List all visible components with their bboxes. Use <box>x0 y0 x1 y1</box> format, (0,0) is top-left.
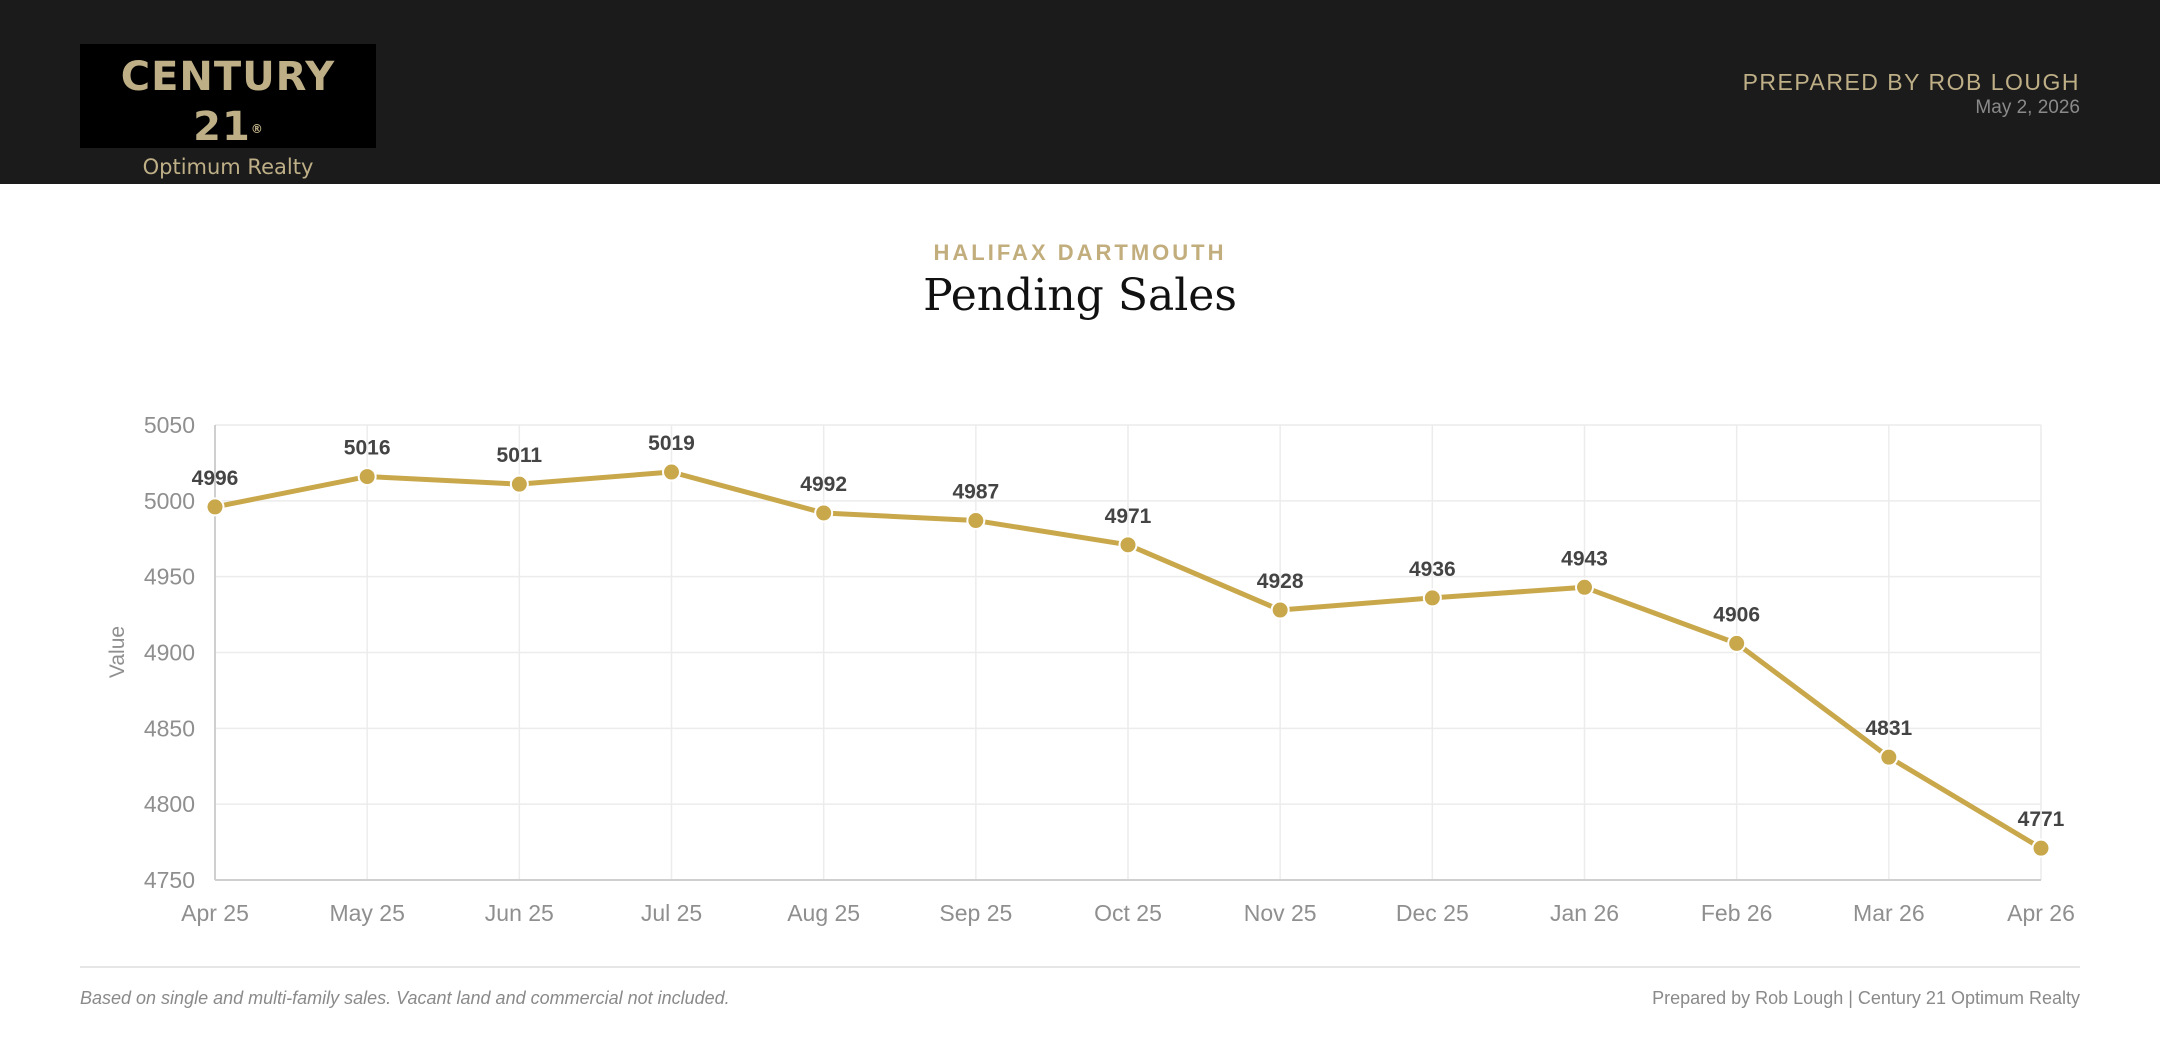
data-point <box>1270 600 1290 620</box>
logo-wordmark: CENTURY 21® <box>120 54 336 150</box>
data-point <box>814 503 834 523</box>
footer-credit: Prepared by Rob Lough | Century 21 Optim… <box>1652 988 2080 1008</box>
data-labels: 4996 5016 5011 5019 4992 4987 4971 4928 4936 4943… <box>192 432 2065 831</box>
data-label: 4928 <box>1257 570 1304 593</box>
y-tick-label: 4950 <box>144 564 195 590</box>
data-label: 5016 <box>344 437 391 460</box>
century21-logo: CENTURY 21® Optimum Realty <box>80 44 376 179</box>
data-label: 4971 <box>1105 505 1152 528</box>
y-tick-label: 4750 <box>144 867 195 893</box>
y-tick-label: 4800 <box>144 791 195 817</box>
x-tick-label: Jun 25 <box>485 900 554 926</box>
data-label: 4936 <box>1409 558 1456 581</box>
data-point <box>2031 838 2051 858</box>
data-point <box>1727 633 1747 653</box>
data-label: 4992 <box>800 473 847 496</box>
x-tick-label: Mar 26 <box>1853 900 1925 926</box>
data-point <box>1575 577 1594 597</box>
data-label: 4987 <box>952 481 999 504</box>
data-label: 5019 <box>648 432 695 455</box>
data-point <box>1118 535 1138 555</box>
footer-divider <box>80 966 2080 968</box>
data-points <box>205 462 2051 858</box>
data-point <box>1879 747 1899 767</box>
x-tick-label: Dec 25 <box>1396 900 1469 926</box>
x-tick-labels: Apr 25 May 25 Jun 25 Jul 25 Aug 25 Sep 25 Oct … <box>181 900 2075 926</box>
data-label: 4943 <box>1561 547 1608 570</box>
x-tick-label: Apr 25 <box>181 900 249 926</box>
x-tick-label: Jul 25 <box>641 900 702 926</box>
registered-mark: ® <box>250 122 263 136</box>
report-header: CENTURY 21® Optimum Realty PREPARED BY R… <box>0 0 2160 184</box>
y-tick-label: 4900 <box>144 640 195 666</box>
y-axis-label: Value <box>106 626 129 678</box>
y-tick-label: 5000 <box>144 488 195 514</box>
x-tick-label: May 25 <box>329 900 404 926</box>
data-label: 4831 <box>1865 717 1912 740</box>
x-tick-label: Sep 25 <box>939 900 1012 926</box>
data-point <box>509 474 529 494</box>
x-tick-label: Feb 26 <box>1701 900 1773 926</box>
x-tick-label: Jan 26 <box>1550 900 1619 926</box>
prepared-block: PREPARED BY ROB LOUGH May 2, 2026 <box>1743 68 2080 120</box>
y-tick-labels: 4750 4800 4850 4900 4950 5000 5050 <box>144 412 195 893</box>
data-point <box>1422 588 1442 608</box>
y-tick-label: 4850 <box>144 715 195 741</box>
x-tick-label: Aug 25 <box>787 900 860 926</box>
data-point <box>662 462 681 482</box>
footnote: Based on single and multi-family sales. … <box>80 988 730 1008</box>
x-tick-label: Apr 26 <box>2007 900 2075 926</box>
page-title: Pending Sales <box>923 270 1237 321</box>
y-tick-label: 5050 <box>144 412 195 438</box>
data-label: 4771 <box>2018 808 2065 831</box>
region-label: HALIFAX DARTMOUTH <box>933 240 1227 265</box>
data-label: 5011 <box>497 444 543 467</box>
data-label: 4906 <box>1713 603 1760 626</box>
data-label: 4996 <box>192 467 239 490</box>
logo-subtitle: Optimum Realty <box>142 155 314 179</box>
data-point <box>205 497 225 517</box>
x-tick-label: Oct 25 <box>1094 900 1162 926</box>
pending-sales-chart: 4750 4800 4850 4900 4950 5000 5050 Apr 25 May 2… <box>106 412 2075 926</box>
data-point <box>357 467 377 487</box>
data-point <box>966 511 986 531</box>
x-tick-label: Nov 25 <box>1244 900 1317 926</box>
report-date: May 2, 2026 <box>1975 97 2080 118</box>
prepared-by-text: PREPARED BY ROB LOUGH <box>1742 69 2080 95</box>
